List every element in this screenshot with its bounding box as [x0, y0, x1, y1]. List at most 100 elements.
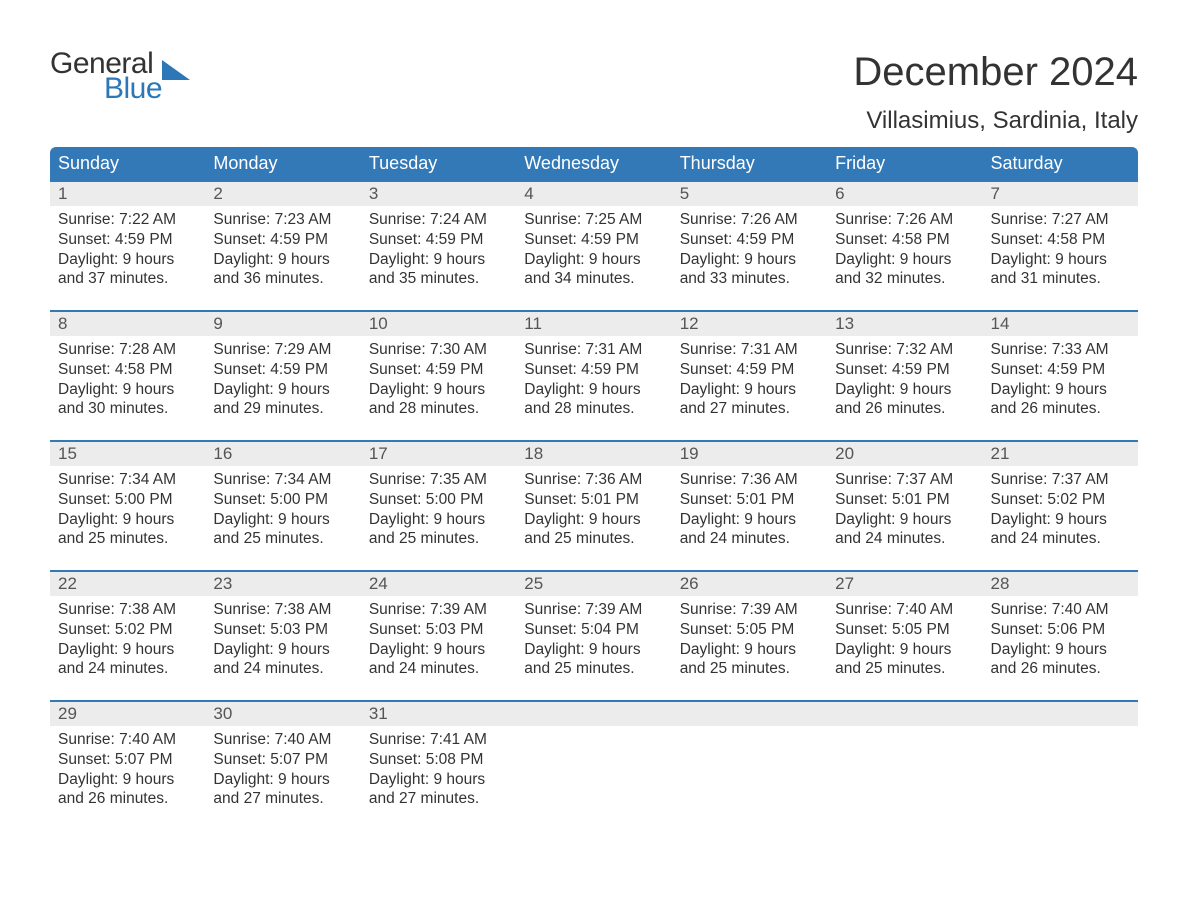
sunset-line: Sunset: 5:02 PM: [58, 620, 197, 640]
weekday-header: Friday: [827, 147, 982, 180]
daylight-line-2: and 25 minutes.: [524, 529, 663, 549]
sunrise-line: Sunrise: 7:39 AM: [369, 600, 508, 620]
day-number: 25: [516, 570, 671, 596]
sunset-line: Sunset: 5:03 PM: [369, 620, 508, 640]
sunrise-line: Sunrise: 7:33 AM: [991, 340, 1130, 360]
daylight-line-1: Daylight: 9 hours: [835, 380, 974, 400]
location-title: Villasimius, Sardinia, Italy: [853, 107, 1138, 135]
day-details: Sunrise: 7:35 AMSunset: 5:00 PMDaylight:…: [361, 466, 516, 553]
daylight-line-2: and 24 minutes.: [369, 659, 508, 679]
sunrise-line: Sunrise: 7:34 AM: [58, 470, 197, 490]
day-details: Sunrise: 7:26 AMSunset: 4:59 PMDaylight:…: [672, 206, 827, 293]
daylight-line-1: Daylight: 9 hours: [213, 380, 352, 400]
sunrise-line: Sunrise: 7:32 AM: [835, 340, 974, 360]
calendar-cell: 1Sunrise: 7:22 AMSunset: 4:59 PMDaylight…: [50, 180, 205, 310]
calendar-cell: 8Sunrise: 7:28 AMSunset: 4:58 PMDaylight…: [50, 310, 205, 440]
daylight-line-1: Daylight: 9 hours: [369, 640, 508, 660]
day-details: Sunrise: 7:23 AMSunset: 4:59 PMDaylight:…: [205, 206, 360, 293]
sunrise-line: Sunrise: 7:40 AM: [991, 600, 1130, 620]
day-details: Sunrise: 7:29 AMSunset: 4:59 PMDaylight:…: [205, 336, 360, 423]
sunrise-line: Sunrise: 7:40 AM: [58, 730, 197, 750]
daylight-line-2: and 27 minutes.: [369, 789, 508, 809]
daylight-line-1: Daylight: 9 hours: [991, 640, 1130, 660]
calendar-cell: 28Sunrise: 7:40 AMSunset: 5:06 PMDayligh…: [983, 570, 1138, 700]
sunset-line: Sunset: 4:59 PM: [524, 230, 663, 250]
sunset-line: Sunset: 4:59 PM: [991, 360, 1130, 380]
sunrise-line: Sunrise: 7:26 AM: [835, 210, 974, 230]
sunrise-line: Sunrise: 7:40 AM: [835, 600, 974, 620]
calendar-cell: 4Sunrise: 7:25 AMSunset: 4:59 PMDaylight…: [516, 180, 671, 310]
daylight-line-1: Daylight: 9 hours: [524, 510, 663, 530]
calendar-cell: 25Sunrise: 7:39 AMSunset: 5:04 PMDayligh…: [516, 570, 671, 700]
day-details: Sunrise: 7:26 AMSunset: 4:58 PMDaylight:…: [827, 206, 982, 293]
sunrise-line: Sunrise: 7:26 AM: [680, 210, 819, 230]
calendar-cell: 21Sunrise: 7:37 AMSunset: 5:02 PMDayligh…: [983, 440, 1138, 570]
day-details: Sunrise: 7:34 AMSunset: 5:00 PMDaylight:…: [50, 466, 205, 553]
calendar-cell: 26Sunrise: 7:39 AMSunset: 5:05 PMDayligh…: [672, 570, 827, 700]
sunset-line: Sunset: 4:59 PM: [680, 360, 819, 380]
day-number: 18: [516, 440, 671, 466]
header-row: General Blue December 2024 Villasimius, …: [50, 50, 1138, 141]
sunset-line: Sunset: 5:04 PM: [524, 620, 663, 640]
day-number: 3: [361, 180, 516, 206]
daylight-line-1: Daylight: 9 hours: [369, 380, 508, 400]
daylight-line-1: Daylight: 9 hours: [680, 640, 819, 660]
day-number: 15: [50, 440, 205, 466]
weekday-header: Thursday: [672, 147, 827, 180]
daylight-line-2: and 26 minutes.: [991, 399, 1130, 419]
day-details: Sunrise: 7:40 AMSunset: 5:07 PMDaylight:…: [50, 726, 205, 813]
sunset-line: Sunset: 5:01 PM: [680, 490, 819, 510]
day-details: Sunrise: 7:24 AMSunset: 4:59 PMDaylight:…: [361, 206, 516, 293]
day-details: Sunrise: 7:22 AMSunset: 4:59 PMDaylight:…: [50, 206, 205, 293]
empty-day: [827, 700, 982, 726]
day-number: 30: [205, 700, 360, 726]
daylight-line-2: and 32 minutes.: [835, 269, 974, 289]
daylight-line-1: Daylight: 9 hours: [58, 250, 197, 270]
day-details: Sunrise: 7:27 AMSunset: 4:58 PMDaylight:…: [983, 206, 1138, 293]
sunrise-line: Sunrise: 7:36 AM: [680, 470, 819, 490]
day-number: 16: [205, 440, 360, 466]
sunset-line: Sunset: 4:58 PM: [58, 360, 197, 380]
daylight-line-1: Daylight: 9 hours: [991, 380, 1130, 400]
sunrise-line: Sunrise: 7:29 AM: [213, 340, 352, 360]
sunrise-line: Sunrise: 7:39 AM: [680, 600, 819, 620]
daylight-line-1: Daylight: 9 hours: [58, 640, 197, 660]
day-details: Sunrise: 7:33 AMSunset: 4:59 PMDaylight:…: [983, 336, 1138, 423]
sunrise-line: Sunrise: 7:27 AM: [991, 210, 1130, 230]
day-details: Sunrise: 7:41 AMSunset: 5:08 PMDaylight:…: [361, 726, 516, 813]
daylight-line-2: and 24 minutes.: [680, 529, 819, 549]
daylight-line-2: and 24 minutes.: [58, 659, 197, 679]
day-number: 2: [205, 180, 360, 206]
day-details: Sunrise: 7:38 AMSunset: 5:03 PMDaylight:…: [205, 596, 360, 683]
calendar-cell: 20Sunrise: 7:37 AMSunset: 5:01 PMDayligh…: [827, 440, 982, 570]
day-number: 7: [983, 180, 1138, 206]
day-details: Sunrise: 7:32 AMSunset: 4:59 PMDaylight:…: [827, 336, 982, 423]
calendar-cell: 22Sunrise: 7:38 AMSunset: 5:02 PMDayligh…: [50, 570, 205, 700]
calendar-body: 1Sunrise: 7:22 AMSunset: 4:59 PMDaylight…: [50, 180, 1138, 830]
daylight-line-2: and 25 minutes.: [835, 659, 974, 679]
calendar-cell: 11Sunrise: 7:31 AMSunset: 4:59 PMDayligh…: [516, 310, 671, 440]
sunrise-line: Sunrise: 7:35 AM: [369, 470, 508, 490]
day-number: 24: [361, 570, 516, 596]
sunset-line: Sunset: 5:00 PM: [213, 490, 352, 510]
empty-day: [516, 700, 671, 726]
day-details: Sunrise: 7:40 AMSunset: 5:07 PMDaylight:…: [205, 726, 360, 813]
sunrise-line: Sunrise: 7:38 AM: [58, 600, 197, 620]
day-number: 31: [361, 700, 516, 726]
day-number: 5: [672, 180, 827, 206]
calendar-cell: [983, 700, 1138, 830]
sunset-line: Sunset: 4:59 PM: [58, 230, 197, 250]
day-number: 23: [205, 570, 360, 596]
empty-day: [672, 700, 827, 726]
sunrise-line: Sunrise: 7:39 AM: [524, 600, 663, 620]
sunset-line: Sunset: 5:00 PM: [58, 490, 197, 510]
calendar-cell: 18Sunrise: 7:36 AMSunset: 5:01 PMDayligh…: [516, 440, 671, 570]
sunset-line: Sunset: 5:02 PM: [991, 490, 1130, 510]
daylight-line-1: Daylight: 9 hours: [369, 510, 508, 530]
calendar-cell: 7Sunrise: 7:27 AMSunset: 4:58 PMDaylight…: [983, 180, 1138, 310]
daylight-line-2: and 25 minutes.: [58, 529, 197, 549]
calendar-header: SundayMondayTuesdayWednesdayThursdayFrid…: [50, 147, 1138, 180]
daylight-line-2: and 36 minutes.: [213, 269, 352, 289]
day-details: Sunrise: 7:28 AMSunset: 4:58 PMDaylight:…: [50, 336, 205, 423]
calendar-week: 8Sunrise: 7:28 AMSunset: 4:58 PMDaylight…: [50, 310, 1138, 440]
